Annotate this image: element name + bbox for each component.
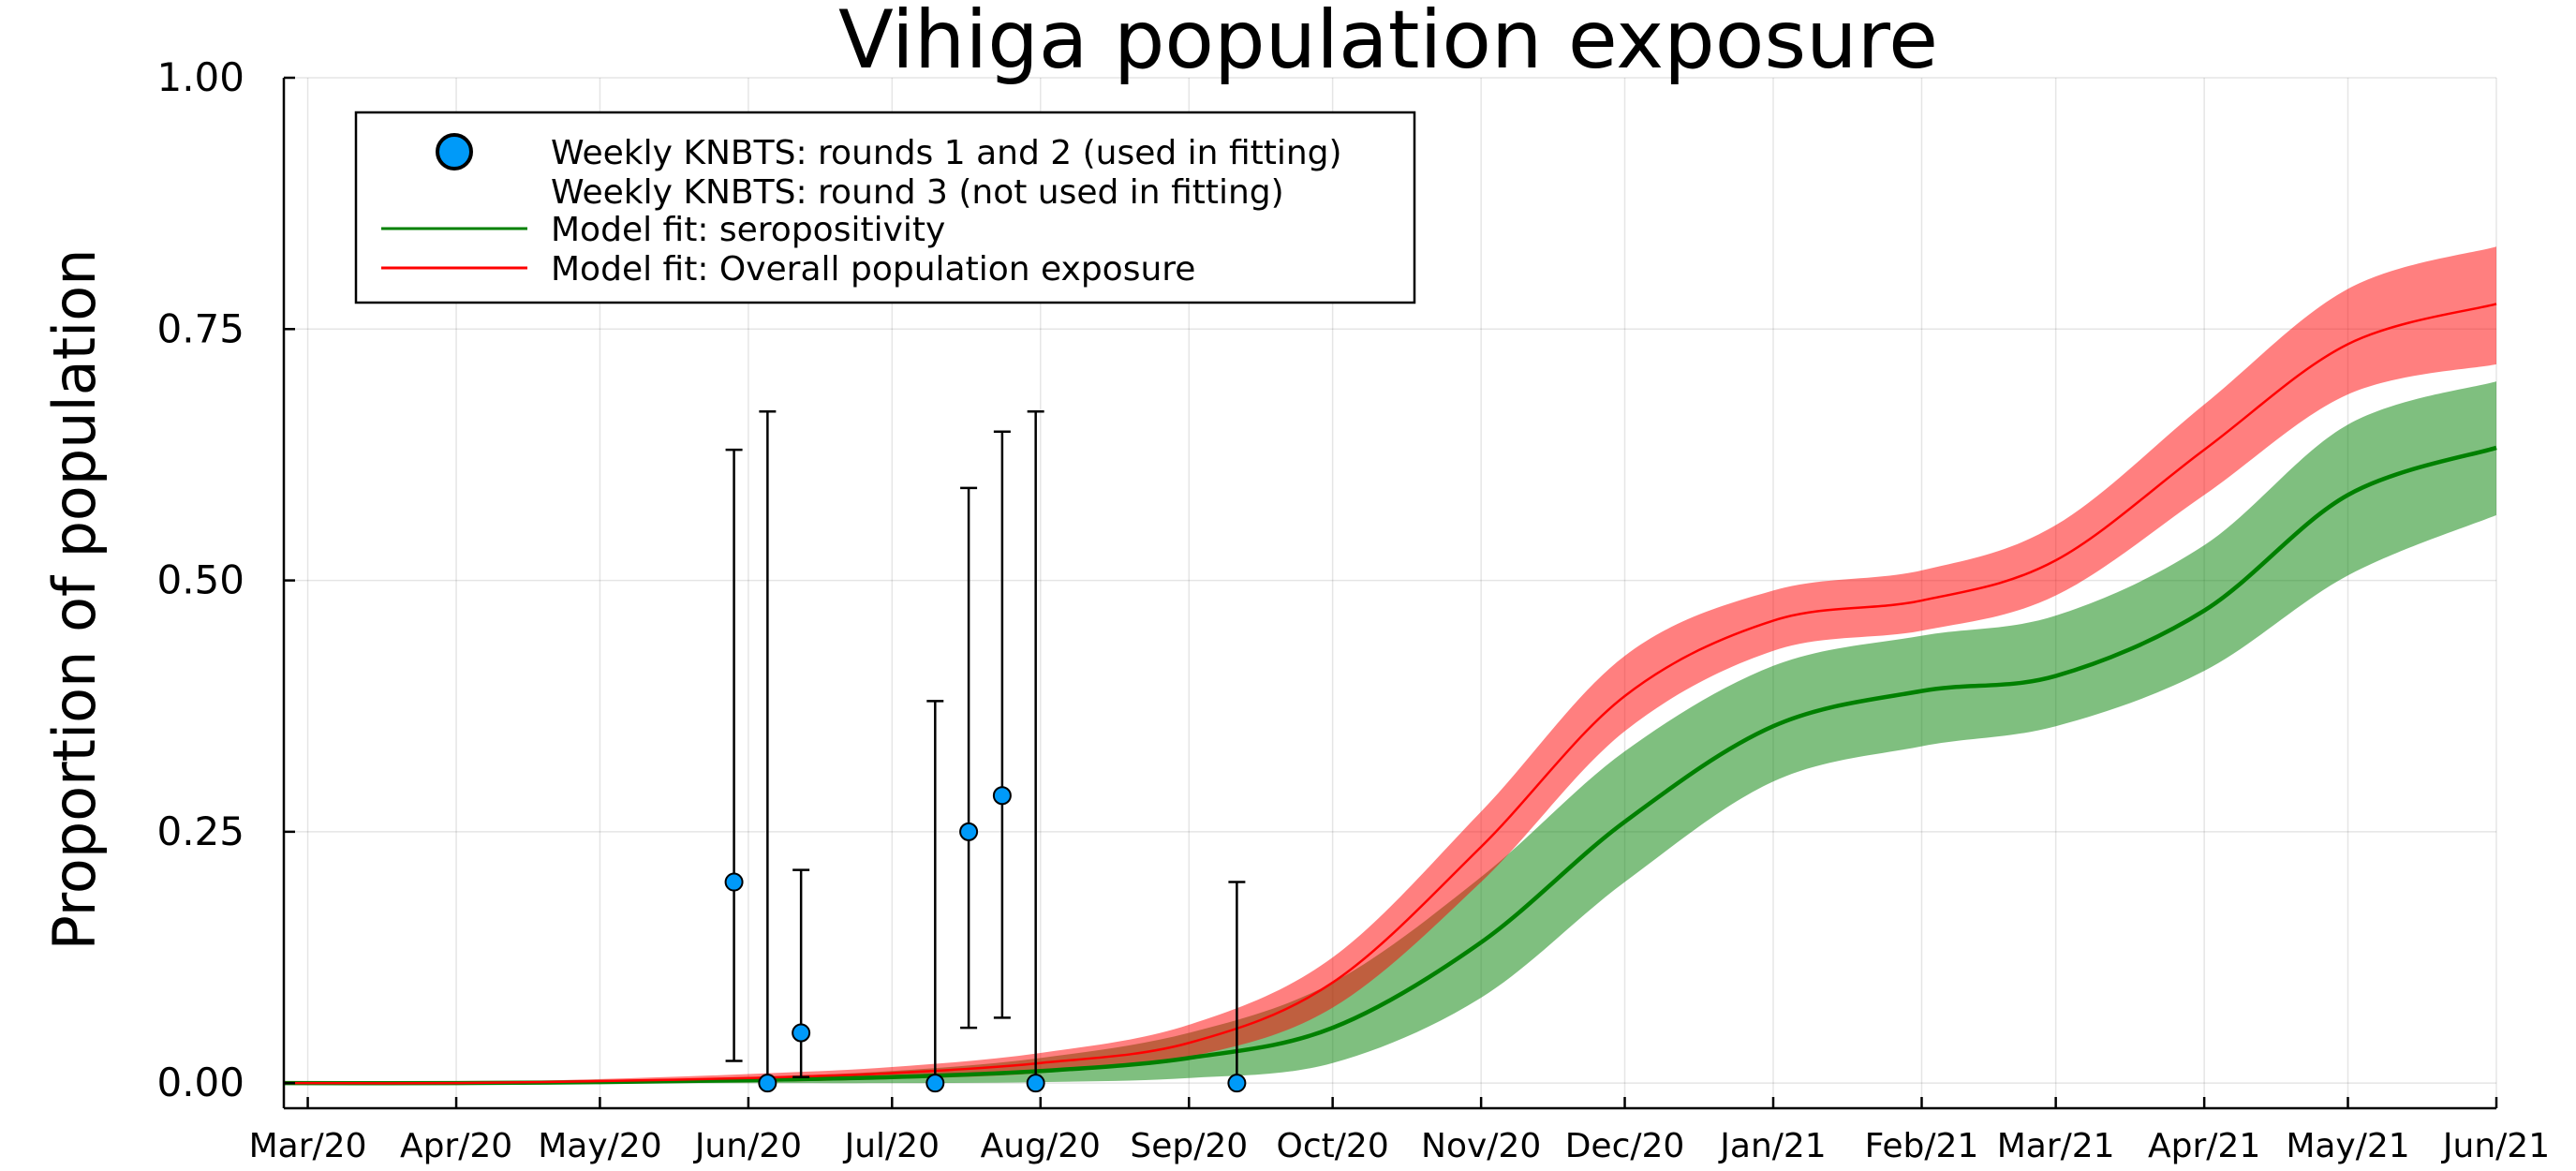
data-point-1 [758, 1074, 777, 1093]
x-tick-label-15: Jun/21 [2441, 1127, 2550, 1165]
y-axis-label: Proportion of population [40, 249, 109, 951]
axes [282, 78, 2496, 1110]
series-lines [283, 303, 2497, 1086]
y-tick-label-1: 0.25 [156, 808, 244, 854]
x-tick-label-8: Nov/20 [1421, 1127, 1541, 1165]
legend-item-2: Model fit: seropositivity [381, 211, 945, 249]
x-tick-label-3: Jun/20 [693, 1127, 802, 1165]
x-tick-label-7: Oct/20 [1277, 1127, 1389, 1165]
chart-title: Vihiga population exposure [838, 0, 1938, 87]
y-tick-label-2: 0.50 [156, 557, 244, 603]
tick-labels: Mar/20 Apr/20 May/20 Jun/20 Jul/20 Aug/20 Sep/… [156, 54, 2550, 1165]
data-point-4 [959, 822, 979, 841]
legend-label: Weekly KNBTS: rounds 1 and 2 (used in fi… [551, 134, 1342, 172]
legend: Weekly KNBTS: rounds 1 and 2 (used in fi… [354, 111, 1416, 304]
error-bar-5 [993, 430, 1011, 1019]
legend-label: Model fit: Overall population exposure [551, 250, 1195, 289]
y-tick-label-3: 0.75 [156, 305, 244, 351]
x-tick-label-1: Apr/20 [400, 1127, 512, 1165]
data-point-5 [992, 786, 1012, 806]
data-points [724, 786, 1247, 1093]
data-point-0 [724, 872, 744, 892]
x-tick-label-6: Sep/20 [1130, 1127, 1248, 1165]
x-tick-label-13: Apr/21 [2148, 1127, 2260, 1165]
error-bar-6 [1027, 410, 1044, 1085]
error-bars [725, 410, 1246, 1085]
legend-item-1: Weekly KNBTS: round 3 (not used in fitti… [551, 173, 1284, 212]
line-model-fit-overall-population-exposure [283, 303, 2497, 1085]
x-tick-label-12: Mar/21 [1997, 1127, 2115, 1165]
x-tick-label-10: Jan/21 [1718, 1127, 1826, 1165]
x-tick-label-5: Aug/20 [981, 1127, 1101, 1165]
x-tick-label-4: Jul/20 [843, 1127, 940, 1165]
error-bar-1 [759, 410, 777, 1085]
error-bar-0 [725, 448, 743, 1062]
data-point-7 [1227, 1074, 1247, 1093]
data-point-2 [792, 1023, 811, 1043]
band-model-fit-overall-population-exposure [284, 246, 2496, 1084]
tick-marks [284, 76, 2498, 1108]
x-tick-label-2: May/20 [538, 1127, 661, 1165]
legend-item-0: Weekly KNBTS: rounds 1 and 2 (used in fi… [436, 133, 1342, 172]
legend-item-3: Model fit: Overall population exposure [381, 250, 1195, 289]
legend-label: Model fit: seropositivity [551, 211, 945, 249]
confidence-bands [284, 246, 2496, 1084]
y-tick-label-4: 1.00 [156, 54, 244, 100]
legend-marker [436, 133, 473, 170]
x-tick-label-0: Mar/20 [249, 1127, 367, 1165]
error-bar-3 [926, 700, 944, 1085]
line-model-fit-seropositivity [283, 445, 2497, 1086]
legend-box [354, 111, 1416, 304]
legend-label: Weekly KNBTS: round 3 (not used in fitti… [551, 173, 1284, 212]
x-tick-label-9: Dec/20 [1565, 1127, 1685, 1165]
error-bar-2 [792, 868, 810, 1078]
data-point-6 [1026, 1074, 1045, 1093]
data-point-3 [925, 1074, 945, 1093]
x-tick-label-11: Feb/21 [1865, 1127, 1979, 1165]
error-bar-4 [960, 486, 978, 1030]
y-tick-label-0: 0.00 [156, 1060, 244, 1105]
x-tick-label-14: May/21 [2286, 1127, 2409, 1165]
